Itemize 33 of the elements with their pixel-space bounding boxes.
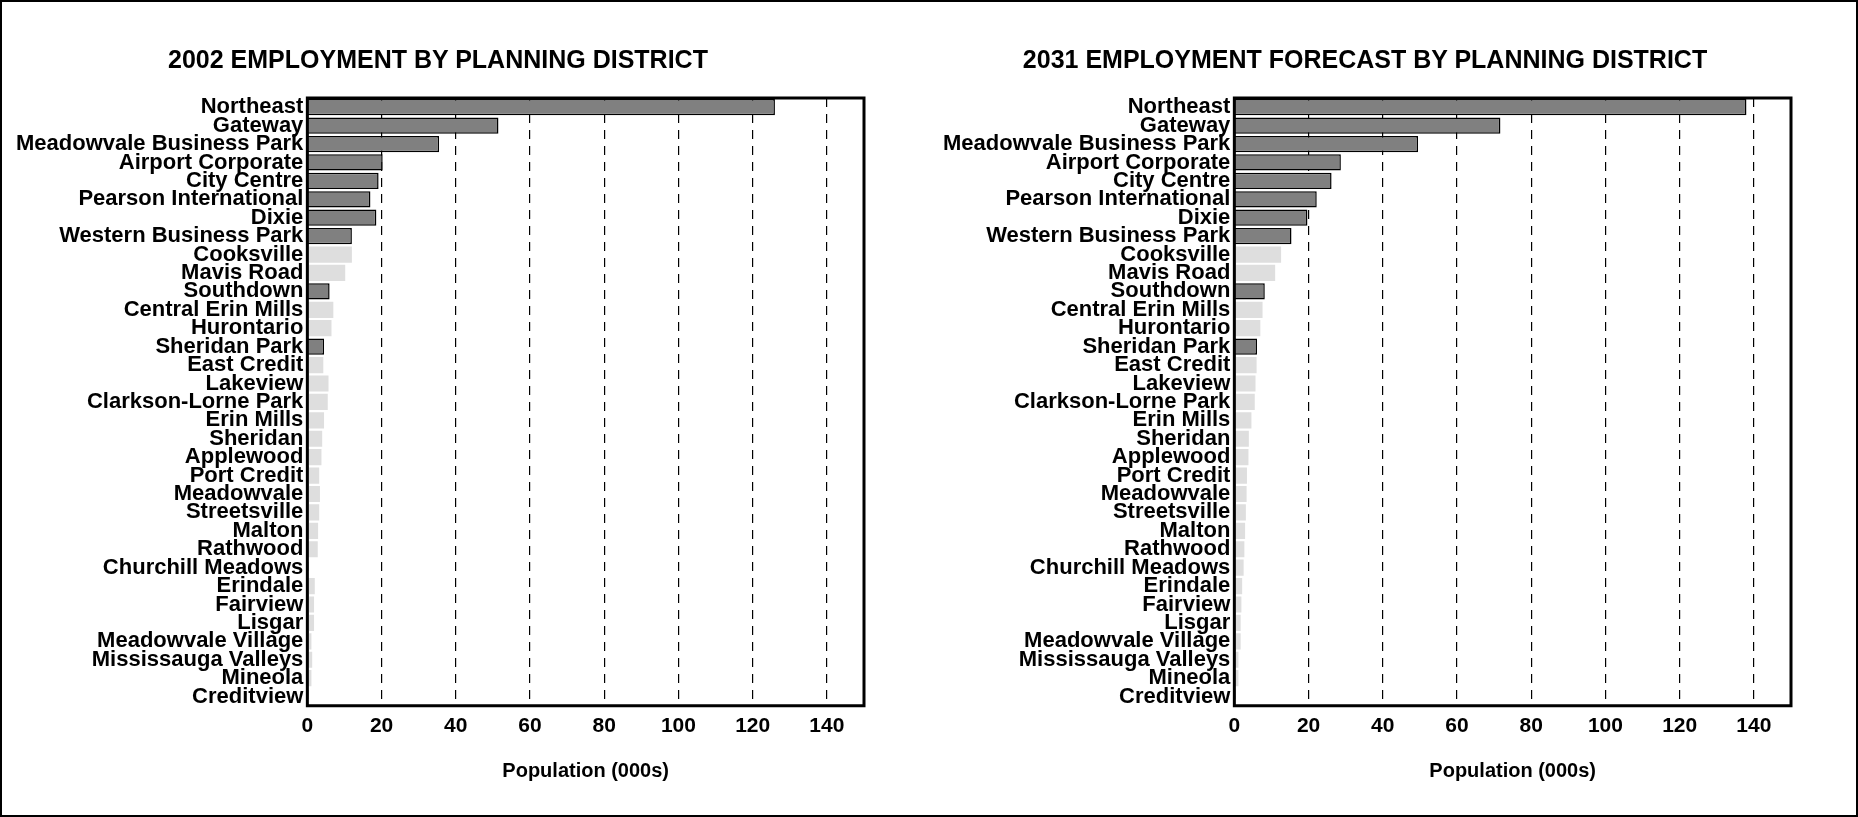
bar (1234, 375, 1256, 392)
bar (1234, 356, 1257, 374)
bar (1234, 467, 1247, 484)
x-tick-label: 120 (1662, 713, 1698, 737)
x-tick-label: 140 (1736, 713, 1772, 737)
x-tick-label: 60 (1445, 713, 1469, 737)
bar (1234, 504, 1246, 521)
bar (1234, 485, 1247, 503)
bar (1234, 559, 1244, 576)
x-tick-label: 40 (1371, 713, 1395, 737)
bar (1234, 430, 1249, 447)
x-tick-label: 80 (1519, 713, 1543, 737)
x-tick-label: 100 (1587, 713, 1623, 737)
bar (1234, 246, 1282, 263)
x-tick-label: 20 (1296, 713, 1321, 737)
x-axis-title: Population (000s) (502, 758, 670, 781)
x-tick-label: 60 (518, 713, 542, 737)
bar (1234, 412, 1252, 429)
x-tick-label: 0 (1228, 713, 1241, 737)
chart-title: 2002 EMPLOYMENT BY PLANNING DISTRICT (168, 44, 708, 73)
x-tick-label: 20 (369, 713, 394, 737)
x-tick-label: 80 (592, 713, 616, 737)
x-tick-label: 120 (735, 713, 771, 737)
bar (1234, 393, 1255, 410)
bar (1234, 301, 1263, 318)
bar (1234, 264, 1276, 282)
x-tick-label: 40 (444, 713, 468, 737)
x-tick-label: 0 (301, 713, 314, 737)
chart-title: 2031 EMPLOYMENT FORECAST BY PLANNING DISTRICT (1022, 44, 1708, 73)
x-tick-label: 140 (809, 713, 845, 737)
x-tick-label: 100 (660, 713, 696, 737)
x-axis-title: Population (000s) (1429, 758, 1597, 781)
bar (1234, 320, 1261, 337)
